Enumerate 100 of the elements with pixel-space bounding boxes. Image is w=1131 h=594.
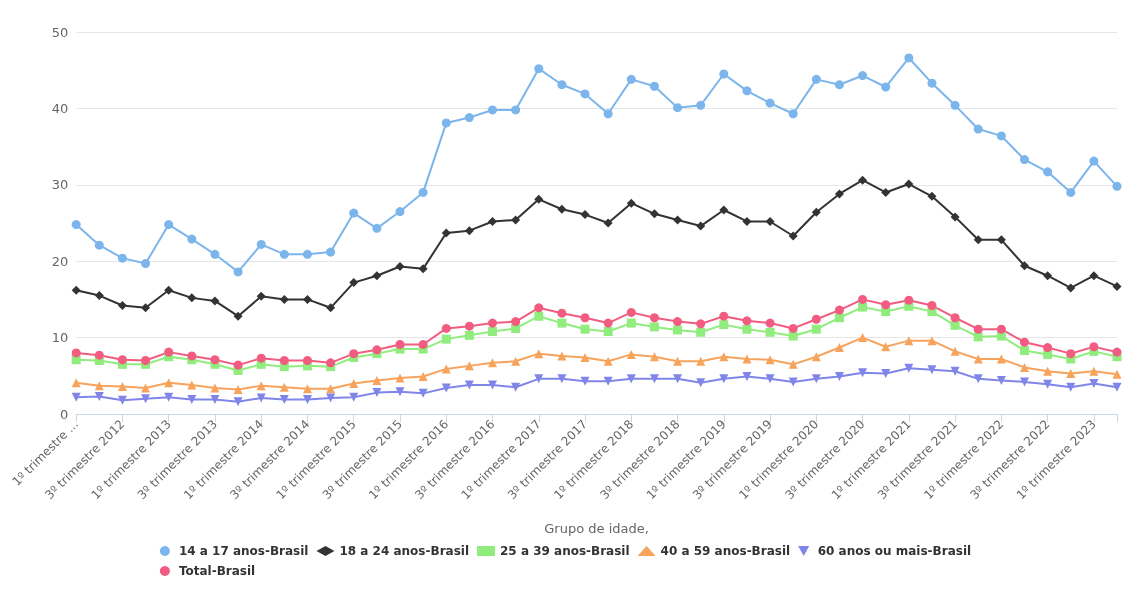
point [603, 218, 613, 228]
point [673, 103, 683, 113]
point [673, 356, 683, 366]
point [141, 303, 151, 313]
point [834, 313, 844, 323]
point [603, 318, 613, 328]
point [210, 383, 220, 393]
point [256, 393, 266, 403]
point [696, 378, 706, 388]
point [210, 394, 220, 404]
point [811, 207, 821, 217]
point [673, 317, 683, 327]
point [881, 300, 891, 310]
point [256, 239, 266, 249]
point [1043, 343, 1053, 353]
point [418, 339, 428, 349]
point [464, 113, 474, 123]
point [765, 374, 775, 384]
point [834, 80, 844, 90]
point [742, 372, 752, 382]
point [210, 355, 220, 365]
point [649, 352, 659, 362]
point [256, 353, 266, 363]
y-tick-label: 10 [51, 330, 69, 346]
point [996, 235, 1006, 245]
point [719, 311, 729, 321]
point [834, 372, 844, 382]
point [1112, 382, 1122, 392]
point [881, 369, 891, 379]
point [742, 86, 752, 96]
point [788, 231, 798, 241]
point [1112, 369, 1122, 379]
point [1066, 187, 1076, 197]
point [233, 311, 243, 321]
point [187, 351, 197, 361]
point [94, 291, 104, 301]
point [279, 394, 289, 404]
point [441, 228, 451, 238]
point [626, 198, 636, 208]
point [765, 355, 775, 365]
point [372, 223, 382, 233]
point [742, 216, 752, 226]
point [580, 324, 590, 334]
point [210, 296, 220, 306]
point [1066, 283, 1076, 293]
point [719, 320, 729, 330]
point [1066, 349, 1076, 359]
point [164, 220, 174, 230]
point [626, 374, 636, 384]
point [765, 327, 775, 337]
point [580, 210, 590, 220]
point [696, 221, 706, 231]
point [858, 71, 868, 81]
point [395, 207, 405, 217]
point [302, 294, 312, 304]
point [511, 356, 521, 366]
point [1112, 347, 1122, 357]
legend-label: Total-Brasil [178, 564, 256, 578]
point [349, 378, 359, 388]
point [811, 374, 821, 384]
point [233, 397, 243, 407]
point [187, 394, 197, 404]
point [904, 295, 914, 305]
point [1043, 167, 1053, 177]
point [187, 234, 197, 244]
point [117, 355, 127, 365]
point [441, 334, 451, 344]
point [302, 356, 312, 366]
point [811, 324, 821, 334]
point [511, 105, 521, 115]
legend-label: 25 a 39 anos-Brasil [500, 544, 630, 558]
point [326, 303, 336, 313]
point [904, 53, 914, 63]
point [1066, 369, 1076, 379]
point [881, 82, 891, 92]
x-axis-title: Grupo de idade, [544, 521, 649, 536]
point [788, 331, 798, 341]
point [256, 291, 266, 301]
point [1019, 261, 1029, 271]
point [719, 205, 729, 215]
point [302, 249, 312, 259]
point [1089, 156, 1099, 166]
point [117, 395, 127, 405]
point [996, 324, 1006, 334]
point [788, 359, 798, 369]
point [117, 382, 127, 391]
point [927, 336, 937, 346]
point [834, 305, 844, 315]
point [1043, 366, 1053, 376]
point [973, 374, 983, 384]
point [372, 388, 382, 398]
point [395, 373, 405, 383]
point [488, 216, 498, 226]
point [696, 319, 706, 329]
point [557, 204, 567, 214]
point [141, 258, 151, 268]
point [1089, 378, 1099, 388]
point [696, 356, 706, 366]
point [834, 343, 844, 353]
point [464, 330, 474, 340]
